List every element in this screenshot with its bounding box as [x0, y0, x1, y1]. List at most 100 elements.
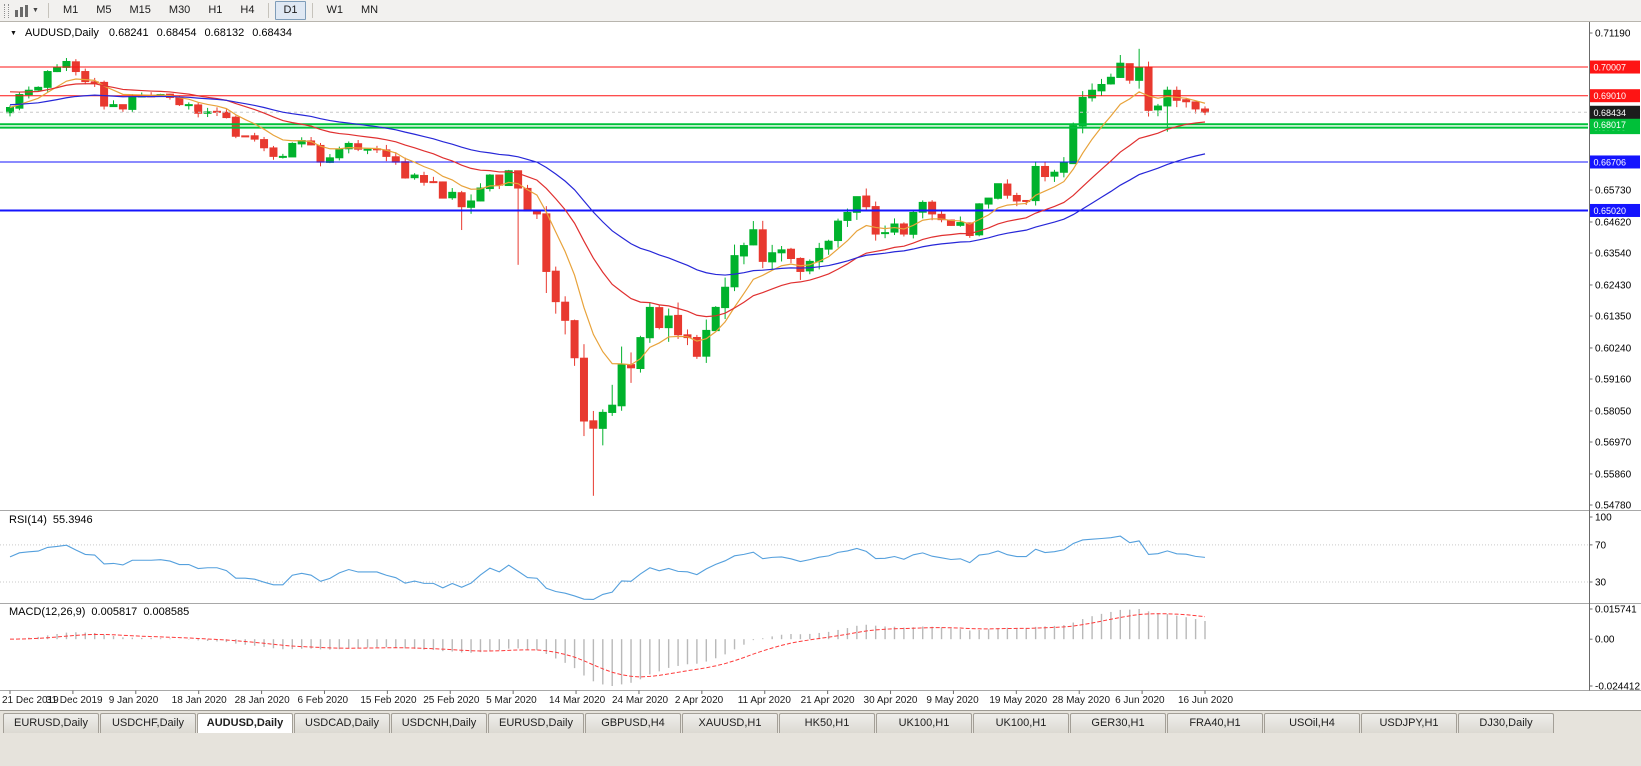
price-chart-canvas[interactable]: 0.71190 0.65730 0.64620 0.63540 0.62430 0.613… [0, 22, 1641, 710]
rsi-label: RSI(14) 55.3946 [9, 514, 93, 526]
price-axis-labels: 0.71190 0.65730 0.64620 0.63540 0.62430 0.613… [1589, 29, 1632, 512]
chart-tab-usdjpy-h1[interactable]: USDJPY,H1 [1361, 713, 1457, 733]
chart-tab-usdcad-daily[interactable]: USDCAD,Daily [294, 713, 390, 733]
chart-tab-uk100-h1[interactable]: UK100,H1 [973, 713, 1069, 733]
svg-text:0.65020: 0.65020 [1594, 206, 1627, 216]
svg-text:30: 30 [1595, 578, 1607, 589]
ohlc-high: 0.68454 [156, 27, 197, 39]
chart-tab-ger30-h1[interactable]: GER30,H1 [1070, 713, 1166, 733]
timeframe-button-d1[interactable]: D1 [275, 1, 306, 20]
chart-window[interactable]: 0.71190 0.65730 0.64620 0.63540 0.62430 0.613… [0, 22, 1641, 715]
svg-text:70: 70 [1595, 540, 1607, 551]
svg-text:0.55860: 0.55860 [1595, 469, 1632, 480]
toolbar-separator [268, 3, 270, 18]
timeframe-button-m5[interactable]: M5 [96, 4, 112, 16]
bar-chart-glyph [15, 4, 28, 17]
moving-average-8 [9, 78, 1206, 366]
toolbar-grip[interactable] [4, 3, 9, 18]
svg-text:28 Jan 2020: 28 Jan 2020 [235, 695, 290, 706]
svg-text:30 Apr 2020: 30 Apr 2020 [864, 695, 918, 706]
svg-text:0.71190: 0.71190 [1595, 29, 1631, 40]
svg-text:0.66706: 0.66706 [1594, 157, 1627, 167]
svg-text:9 May 2020: 9 May 2020 [926, 695, 979, 706]
svg-text:0.60240: 0.60240 [1595, 343, 1632, 354]
macd-signal-line [9, 613, 1206, 678]
svg-text:5 Mar 2020: 5 Mar 2020 [486, 695, 537, 706]
chart-tab-usdcnh-daily[interactable]: USDCNH,Daily [391, 713, 487, 733]
svg-text:16 Jun 2020: 16 Jun 2020 [1178, 695, 1233, 706]
chart-tab-dj30-daily[interactable]: DJ30,Daily [1458, 713, 1554, 733]
svg-text:0.59160: 0.59160 [1595, 375, 1632, 386]
svg-text:24 Mar 2020: 24 Mar 2020 [612, 695, 669, 706]
chart-symbol-period: AUDUSD,Daily [24, 27, 99, 39]
rsi-panel[interactable]: 100 70 30 [0, 513, 1612, 601]
svg-text:6 Jun 2020: 6 Jun 2020 [1115, 695, 1165, 706]
svg-text:-0.024412: -0.024412 [1595, 682, 1640, 693]
timeframe-button-m30[interactable]: M30 [168, 4, 191, 16]
chart-tab-fra40-h1[interactable]: FRA40,H1 [1167, 713, 1263, 733]
svg-text:28 May 2020: 28 May 2020 [1052, 695, 1110, 706]
chart-tab-hk50-h1[interactable]: HK50,H1 [779, 713, 875, 733]
timeframe-buttons: M1 M5 M15 M30 H1 H4 D1 W1 MN [54, 1, 387, 20]
svg-text:14 Mar 2020: 14 Mar 2020 [549, 695, 606, 706]
macd-main-value: 0.005817 [91, 606, 138, 618]
svg-text:0.70007: 0.70007 [1594, 63, 1627, 73]
svg-text:19 May 2020: 19 May 2020 [989, 695, 1047, 706]
svg-text:0.63540: 0.63540 [1595, 249, 1632, 260]
svg-text:31 Dec 2019: 31 Dec 2019 [46, 695, 103, 706]
timeframe-button-m15[interactable]: M15 [129, 4, 151, 16]
ohlc-low: 0.68132 [204, 27, 245, 39]
ohlc-open: 0.68241 [108, 27, 149, 39]
svg-text:6 Feb 2020: 6 Feb 2020 [297, 695, 348, 706]
timeframe-button-h4[interactable]: H4 [240, 4, 255, 16]
svg-text:0.69010: 0.69010 [1594, 91, 1627, 101]
svg-text:9 Jan 2020: 9 Jan 2020 [109, 695, 159, 706]
chart-tab-usdchf-daily[interactable]: USDCHF,Daily [100, 713, 196, 733]
chart-tab-uk100-h1[interactable]: UK100,H1 [876, 713, 972, 733]
macd-signal-value: 0.008585 [143, 606, 190, 618]
svg-text:0.64620: 0.64620 [1595, 217, 1632, 228]
svg-text:11 Apr 2020: 11 Apr 2020 [738, 695, 792, 706]
svg-text:0.65730: 0.65730 [1595, 186, 1632, 197]
svg-text:100: 100 [1595, 513, 1612, 524]
toolbar-separator [311, 3, 313, 18]
svg-text:18 Jan 2020: 18 Jan 2020 [172, 695, 227, 706]
timeframe-button-h1[interactable]: H1 [208, 4, 223, 16]
svg-text:0.61350: 0.61350 [1595, 312, 1632, 323]
chart-tab-audusd-daily[interactable]: AUDUSD,Daily [197, 713, 293, 733]
svg-text:21 Dec 2019: 21 Dec 2019 [2, 695, 59, 706]
chart-tab-eurusd-daily[interactable]: EURUSD,Daily [488, 713, 584, 733]
timeframe-toolbar: ▼ M1 M5 M15 M30 H1 H4 D1 W1 MN [0, 0, 1641, 22]
svg-text:0.62430: 0.62430 [1595, 280, 1632, 291]
timeframe-button-mn[interactable]: MN [361, 4, 379, 16]
chart-type-dropdown-icon[interactable]: ▼ [32, 7, 39, 14]
symbol-dropdown-icon[interactable]: ▼ [10, 29, 17, 37]
chart-tab-eurusd-daily[interactable]: EURUSD,Daily [3, 713, 99, 733]
svg-text:0.00: 0.00 [1595, 635, 1615, 646]
rsi-line [9, 535, 1206, 601]
chart-title: ▼ AUDUSD,Daily 0.68241 0.68454 0.68132 0… [10, 27, 292, 39]
chart-tab-xauusd-h1[interactable]: XAUUSD,H1 [682, 713, 778, 733]
toolbar-separator [47, 3, 49, 18]
horizontal-lines[interactable] [0, 66, 1588, 212]
moving-average-40 [9, 94, 1206, 276]
chart-tab-gbpusd-h4[interactable]: GBPUSD,H4 [585, 713, 681, 733]
svg-text:0.015741: 0.015741 [1595, 605, 1637, 616]
chart-tab-usoil-h4[interactable]: USOil,H4 [1264, 713, 1360, 733]
moving-average-21 [9, 83, 1206, 318]
svg-text:0.56970: 0.56970 [1595, 438, 1632, 449]
svg-text:21 Apr 2020: 21 Apr 2020 [801, 695, 855, 706]
svg-text:0.68017: 0.68017 [1594, 120, 1627, 130]
chart-tabs-bar: EURUSD,Daily USDCHF,Daily AUDUSD,Daily USDC… [0, 710, 1641, 766]
chart-type-icon[interactable] [14, 4, 29, 18]
svg-text:0.68434: 0.68434 [1594, 108, 1627, 118]
timeframe-button-m1[interactable]: M1 [62, 4, 79, 16]
macd-label: MACD(12,26,9) 0.005817 0.008585 [9, 606, 189, 618]
svg-text:0.58050: 0.58050 [1595, 406, 1632, 417]
timeframe-button-w1[interactable]: W1 [326, 4, 344, 16]
macd-panel[interactable]: 0.015741 0.00 -0.024412 [9, 605, 1640, 693]
price-badges: 0.700070.690100.679000.680170.684340.667… [1590, 60, 1640, 217]
rsi-value: 55.3946 [52, 514, 93, 526]
